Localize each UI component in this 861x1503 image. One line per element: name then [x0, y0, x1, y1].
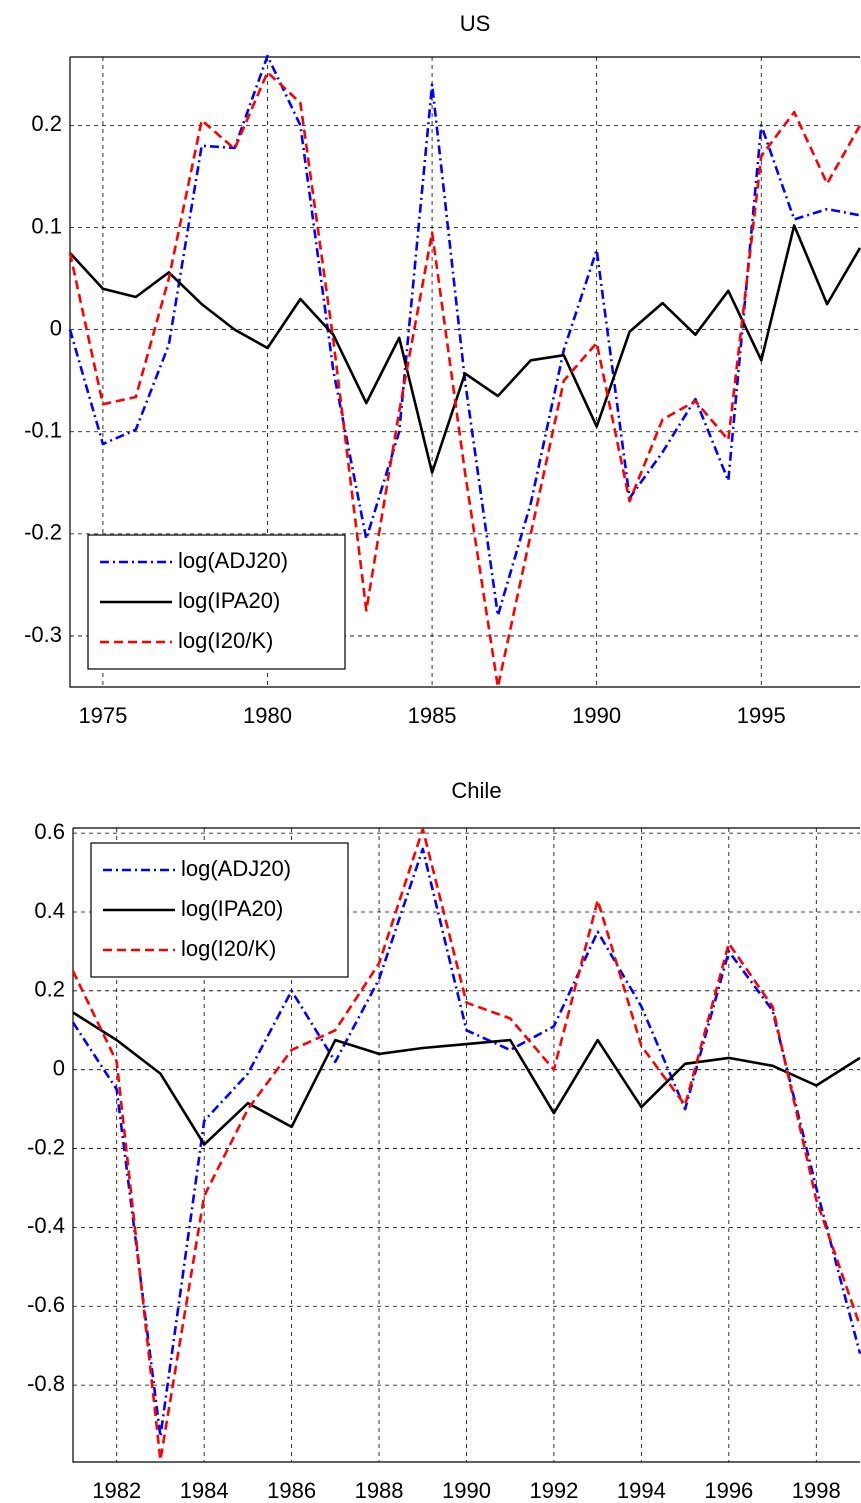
- y-tick-label: 0.2: [34, 977, 65, 1002]
- data-line: [72, 1011, 861, 1146]
- x-tick-label: 1980: [243, 703, 292, 728]
- x-tick-label: 1985: [408, 703, 457, 728]
- data-line: [69, 224, 861, 474]
- x-tick-label: 1990: [572, 703, 621, 728]
- y-tick-label: -0.3: [24, 622, 62, 647]
- legend-label: log(IPA20): [181, 896, 283, 921]
- y-tick-label: 0.4: [34, 898, 65, 923]
- legend-label: log(ADJ20): [181, 856, 291, 881]
- y-tick-label: -0.2: [24, 520, 62, 545]
- y-tick-label: -0.2: [27, 1134, 65, 1159]
- chart-title: Chile: [451, 778, 501, 803]
- legend: log(ADJ20) log(IPA20) log(I20/K): [87, 534, 346, 670]
- y-tick-label: -0.4: [27, 1213, 65, 1238]
- data-line: [68, 71, 861, 689]
- y-tick-label: -0.1: [24, 418, 62, 443]
- y-tick-label: 0.1: [31, 213, 62, 238]
- x-tick-label: 1988: [355, 1478, 404, 1503]
- x-tick-label: 1992: [529, 1478, 578, 1503]
- y-tick-label: 0: [50, 315, 62, 340]
- x-tick-label: 1996: [704, 1478, 753, 1503]
- x-tick-label: 1984: [180, 1478, 229, 1503]
- subplot: Chile -0.8 -0.6 -0.4 -0.2 0 0.2 0.4 0.6 1982 1984 1…: [27, 778, 861, 1503]
- x-tick-label: 1990: [442, 1478, 491, 1503]
- legend-box: [90, 842, 349, 978]
- subplot: US -0.3 -0.2 -0.1 0 0.1 0.2 1975 1980 1985 1990 199…: [24, 11, 861, 728]
- x-tick-label: 1995: [737, 703, 786, 728]
- legend-label: log(I20/K): [181, 936, 276, 961]
- legend-label: log(I20/K): [178, 628, 273, 653]
- x-tick-label: 1982: [92, 1478, 141, 1503]
- chart-title: US: [460, 11, 491, 36]
- data-line: [71, 827, 861, 1462]
- data-line: [68, 54, 861, 617]
- data-line: [71, 847, 861, 1438]
- y-tick-label: 0.6: [34, 819, 65, 844]
- x-tick-label: 1975: [78, 703, 127, 728]
- legend-label: log(ADJ20): [178, 548, 288, 573]
- x-tick-label: 1998: [792, 1478, 841, 1503]
- legend: log(ADJ20) log(IPA20) log(I20/K): [90, 842, 349, 978]
- y-tick-label: 0.2: [31, 111, 62, 136]
- axes-frame: [69, 56, 860, 688]
- y-tick-label: -0.6: [27, 1292, 65, 1317]
- x-tick-label: 1994: [617, 1478, 666, 1503]
- x-tick-label: 1986: [267, 1478, 316, 1503]
- axes-frame: [72, 827, 860, 1463]
- legend-label: log(IPA20): [178, 588, 280, 613]
- y-tick-label: -0.8: [27, 1371, 65, 1396]
- y-tick-label: 0: [53, 1056, 65, 1081]
